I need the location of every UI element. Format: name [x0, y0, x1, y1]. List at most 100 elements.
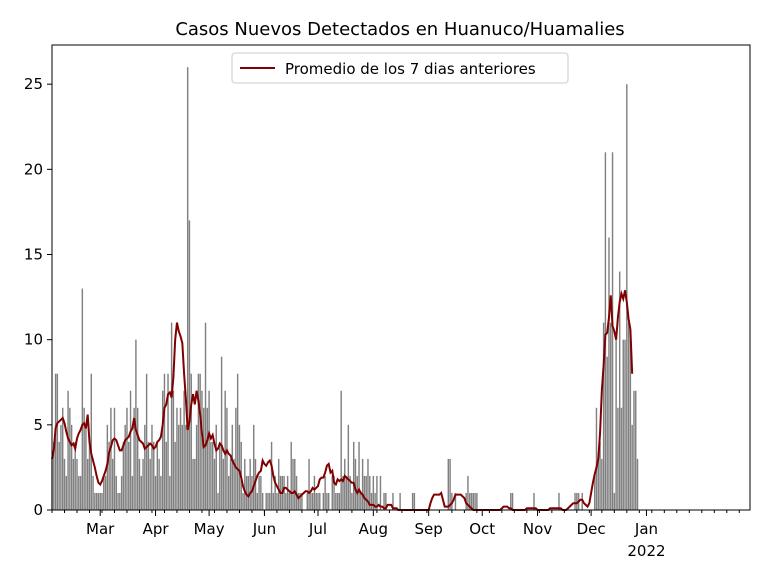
- bar: [226, 407, 228, 510]
- y-tick-label: 10: [24, 331, 43, 349]
- bar: [235, 407, 237, 510]
- bar: [636, 458, 639, 510]
- bar: [78, 475, 80, 510]
- bar: [238, 424, 241, 510]
- bar: [185, 424, 187, 510]
- bar: [358, 441, 360, 510]
- bar: [606, 356, 608, 510]
- bar: [119, 492, 121, 510]
- bar: [62, 407, 64, 510]
- bar: [360, 492, 362, 510]
- bar: [349, 475, 351, 510]
- bar: [160, 475, 162, 510]
- bar: [338, 492, 341, 510]
- bar: [265, 492, 267, 510]
- bar: [256, 492, 259, 510]
- bar: [203, 407, 205, 510]
- bar: [610, 322, 612, 510]
- bar: [317, 492, 319, 510]
- bar: [83, 407, 85, 510]
- bar: [470, 492, 473, 510]
- bar: [58, 441, 60, 510]
- bar: [352, 441, 355, 510]
- bar: [72, 458, 75, 510]
- bar: [204, 322, 207, 510]
- bar: [510, 492, 512, 510]
- bar: [181, 424, 184, 510]
- bar: [613, 492, 616, 510]
- bar: [124, 424, 126, 510]
- bar: [133, 407, 135, 510]
- bar: [242, 492, 244, 510]
- bar: [86, 458, 89, 510]
- bar: [370, 492, 373, 510]
- bar: [92, 475, 94, 510]
- bar: [622, 339, 624, 510]
- bar: [219, 441, 221, 510]
- bar: [270, 441, 273, 510]
- bar: [254, 458, 257, 510]
- bar: [286, 475, 289, 510]
- bar: [249, 458, 251, 510]
- bar: [633, 390, 635, 510]
- bar: [147, 441, 150, 510]
- bar: [60, 424, 62, 510]
- bar: [236, 373, 239, 510]
- x-tick-label: Jun: [252, 520, 276, 538]
- bar: [374, 492, 376, 510]
- bar: [297, 492, 300, 510]
- bar: [251, 475, 253, 510]
- bar: [192, 458, 194, 510]
- bar: [260, 475, 262, 510]
- bar: [347, 424, 350, 510]
- bar: [313, 475, 316, 510]
- bar: [595, 407, 598, 510]
- bar: [172, 390, 175, 510]
- bar: [97, 492, 100, 510]
- bar: [399, 492, 401, 510]
- bar: [327, 492, 330, 510]
- x-tick-label: Mar: [86, 520, 115, 538]
- bar: [376, 475, 378, 510]
- bar: [447, 458, 450, 510]
- x-tick-year-label: 2022: [627, 542, 665, 560]
- bar: [129, 390, 132, 510]
- bar: [601, 458, 603, 510]
- bar: [138, 458, 141, 510]
- bar: [113, 407, 116, 510]
- bar: [617, 407, 619, 510]
- bar: [154, 475, 157, 510]
- bar: [101, 492, 103, 510]
- bar: [288, 492, 291, 510]
- bar: [120, 475, 123, 510]
- bar: [361, 458, 364, 510]
- bar: [331, 475, 333, 510]
- plot-frame: [51, 44, 751, 511]
- bar: [85, 424, 87, 510]
- bar: [115, 475, 117, 510]
- x-tick-label: Jul: [308, 520, 327, 538]
- bar: [319, 492, 321, 510]
- bar: [153, 441, 155, 510]
- bar: [476, 492, 478, 510]
- bar: [576, 492, 578, 510]
- bar: [144, 424, 146, 510]
- bar: [335, 492, 337, 510]
- bar: [272, 492, 275, 510]
- bar: [142, 458, 144, 510]
- bar: [558, 492, 560, 510]
- bar: [206, 407, 209, 510]
- bar: [128, 441, 130, 510]
- bar: [635, 390, 637, 510]
- bar: [624, 339, 626, 510]
- legend: Promedio de los 7 dias anteriores: [231, 52, 569, 84]
- bar: [383, 492, 385, 510]
- bar: [163, 373, 166, 510]
- bar: [413, 492, 416, 510]
- y-tick-label: 5: [33, 416, 43, 434]
- bar: [354, 458, 357, 510]
- bar: [69, 407, 71, 510]
- bar-series: [51, 67, 639, 511]
- bar: [183, 390, 185, 510]
